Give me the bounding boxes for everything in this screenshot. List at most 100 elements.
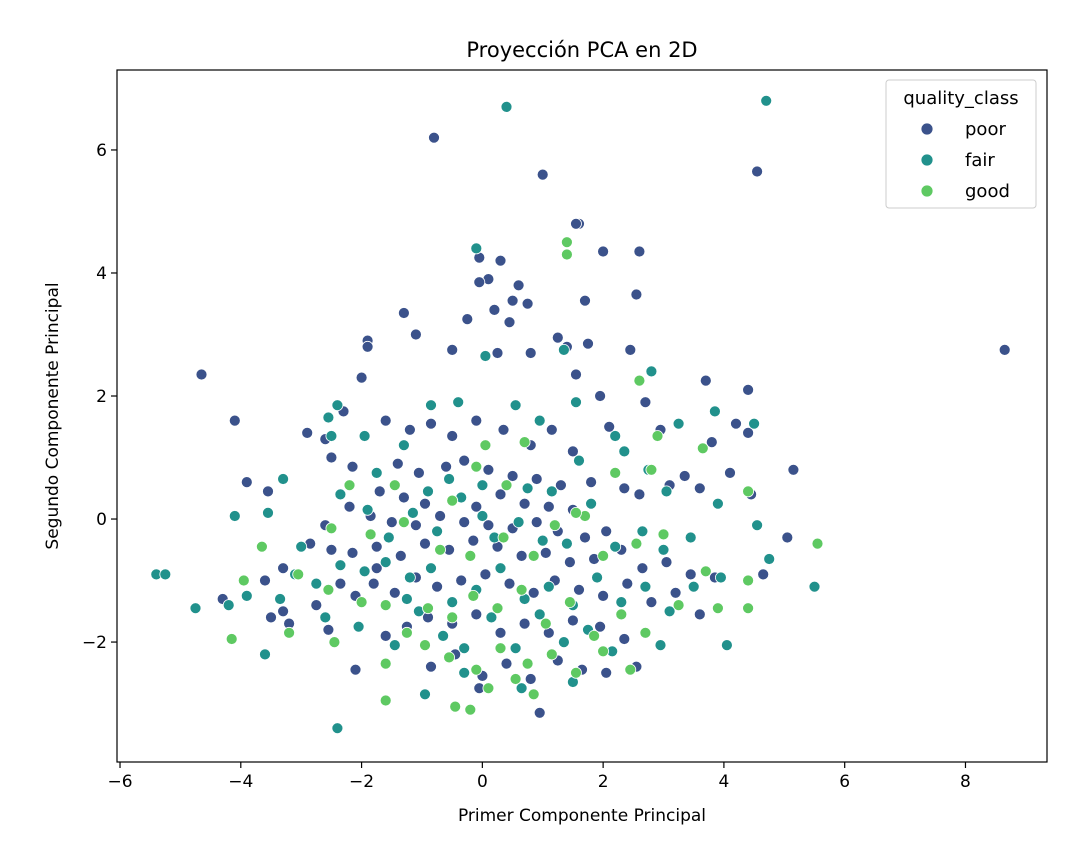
point-poor bbox=[618, 482, 631, 495]
point-fair bbox=[331, 399, 344, 412]
point-good bbox=[446, 494, 459, 507]
point-poor bbox=[518, 497, 531, 510]
legend-marker-fair bbox=[920, 153, 934, 167]
point-fair bbox=[446, 596, 459, 608]
point-poor bbox=[645, 596, 658, 608]
point-fair bbox=[545, 485, 558, 498]
point-good bbox=[615, 608, 628, 621]
point-good bbox=[467, 590, 480, 602]
point-fair bbox=[591, 571, 603, 584]
point-poor bbox=[470, 608, 483, 621]
point-poor bbox=[355, 371, 368, 384]
point-good bbox=[527, 688, 540, 701]
point-good bbox=[322, 583, 335, 596]
point-poor bbox=[503, 577, 516, 590]
point-poor bbox=[488, 303, 501, 316]
point-poor bbox=[506, 294, 519, 307]
point-fair bbox=[334, 559, 347, 572]
point-good bbox=[470, 663, 483, 676]
point-fair bbox=[721, 639, 733, 651]
point-fair bbox=[470, 242, 483, 255]
point-poor bbox=[265, 611, 277, 624]
point-fair bbox=[570, 396, 582, 409]
point-fair bbox=[618, 445, 631, 458]
point-poor bbox=[373, 485, 386, 498]
point-good bbox=[645, 463, 658, 476]
legend-box bbox=[885, 79, 1037, 209]
point-poor bbox=[503, 316, 516, 329]
point-poor bbox=[570, 217, 582, 230]
legend-label-good: good bbox=[965, 181, 1010, 202]
point-poor bbox=[349, 663, 362, 676]
x-axis-ticks: −6 −4 −2 0 2 4 6 8 bbox=[107, 762, 971, 792]
point-good bbox=[255, 540, 268, 553]
point-fair bbox=[476, 479, 489, 492]
point-good bbox=[630, 537, 643, 550]
point-poor bbox=[521, 297, 534, 310]
point-fair bbox=[485, 611, 498, 624]
point-poor bbox=[624, 343, 637, 356]
point-fair bbox=[443, 473, 456, 485]
points-layer bbox=[150, 94, 1011, 735]
point-good bbox=[497, 531, 510, 544]
point-poor bbox=[542, 500, 555, 513]
point-fair bbox=[397, 439, 410, 452]
point-poor bbox=[482, 519, 495, 532]
point-good bbox=[588, 630, 600, 642]
point-good bbox=[515, 583, 528, 596]
point-fair bbox=[403, 571, 416, 584]
y-tick-label: 0 bbox=[96, 510, 107, 530]
point-poor bbox=[551, 331, 564, 344]
point-poor bbox=[259, 574, 271, 587]
point-fair bbox=[370, 466, 383, 479]
point-good bbox=[225, 633, 238, 645]
point-good bbox=[446, 611, 459, 624]
x-tick-label: 6 bbox=[839, 772, 850, 792]
point-poor bbox=[262, 485, 274, 498]
point-poor bbox=[494, 626, 507, 639]
point-poor bbox=[388, 586, 401, 599]
point-poor bbox=[669, 586, 682, 599]
x-axis-label: Primer Componente Principal bbox=[458, 806, 706, 826]
point-fair bbox=[358, 430, 371, 442]
point-poor bbox=[757, 568, 770, 581]
point-good bbox=[355, 596, 368, 608]
point-poor bbox=[379, 414, 392, 427]
point-poor bbox=[325, 451, 338, 464]
point-fair bbox=[515, 682, 528, 695]
point-good bbox=[527, 550, 540, 562]
point-poor bbox=[594, 620, 606, 633]
x-tick-label: 0 bbox=[477, 772, 488, 792]
x-tick-label: 8 bbox=[960, 772, 971, 792]
point-good bbox=[545, 648, 558, 661]
point-good bbox=[548, 519, 561, 532]
point-fair bbox=[361, 503, 374, 516]
point-poor bbox=[579, 294, 591, 307]
point-poor bbox=[228, 414, 241, 427]
point-fair bbox=[382, 531, 395, 544]
point-good bbox=[325, 522, 338, 535]
point-good bbox=[811, 537, 824, 550]
point-fair bbox=[458, 642, 471, 655]
point-poor bbox=[570, 368, 582, 381]
point-poor bbox=[699, 374, 712, 387]
point-good bbox=[400, 626, 413, 639]
point-fair bbox=[536, 534, 549, 547]
point-poor bbox=[533, 706, 546, 719]
point-poor bbox=[370, 540, 383, 553]
point-good bbox=[624, 663, 637, 676]
point-fair bbox=[452, 396, 465, 409]
point-fair bbox=[558, 343, 570, 356]
point-poor bbox=[512, 279, 525, 292]
point-fair bbox=[684, 531, 697, 544]
point-fair bbox=[262, 507, 274, 519]
point-good bbox=[597, 645, 609, 658]
point-poor bbox=[603, 420, 616, 433]
point-good bbox=[672, 599, 685, 611]
point-poor bbox=[494, 254, 507, 267]
point-poor bbox=[530, 473, 543, 485]
point-poor bbox=[536, 168, 549, 181]
point-poor bbox=[494, 488, 507, 501]
point-good bbox=[379, 599, 392, 611]
point-good bbox=[509, 673, 522, 685]
